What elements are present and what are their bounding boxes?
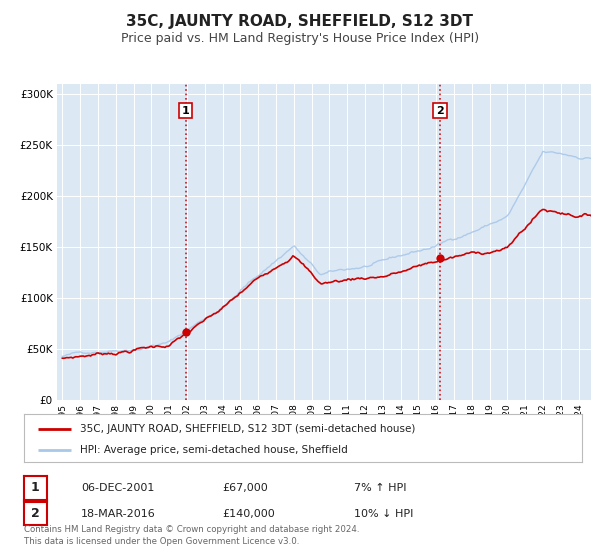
Text: 10% ↓ HPI: 10% ↓ HPI bbox=[354, 508, 413, 519]
Text: 18-MAR-2016: 18-MAR-2016 bbox=[81, 508, 156, 519]
Text: 2: 2 bbox=[31, 507, 40, 520]
Text: 35C, JAUNTY ROAD, SHEFFIELD, S12 3DT (semi-detached house): 35C, JAUNTY ROAD, SHEFFIELD, S12 3DT (se… bbox=[80, 424, 415, 433]
Text: Price paid vs. HM Land Registry's House Price Index (HPI): Price paid vs. HM Land Registry's House … bbox=[121, 32, 479, 45]
Text: 7% ↑ HPI: 7% ↑ HPI bbox=[354, 483, 407, 493]
Text: 06-DEC-2001: 06-DEC-2001 bbox=[81, 483, 154, 493]
Text: Contains HM Land Registry data © Crown copyright and database right 2024.
This d: Contains HM Land Registry data © Crown c… bbox=[24, 525, 359, 546]
Text: 2: 2 bbox=[436, 105, 444, 115]
Text: 1: 1 bbox=[182, 105, 190, 115]
Text: £67,000: £67,000 bbox=[222, 483, 268, 493]
Text: 35C, JAUNTY ROAD, SHEFFIELD, S12 3DT: 35C, JAUNTY ROAD, SHEFFIELD, S12 3DT bbox=[127, 14, 473, 29]
Text: HPI: Average price, semi-detached house, Sheffield: HPI: Average price, semi-detached house,… bbox=[80, 445, 347, 455]
Text: 1: 1 bbox=[31, 481, 40, 494]
Text: £140,000: £140,000 bbox=[222, 508, 275, 519]
